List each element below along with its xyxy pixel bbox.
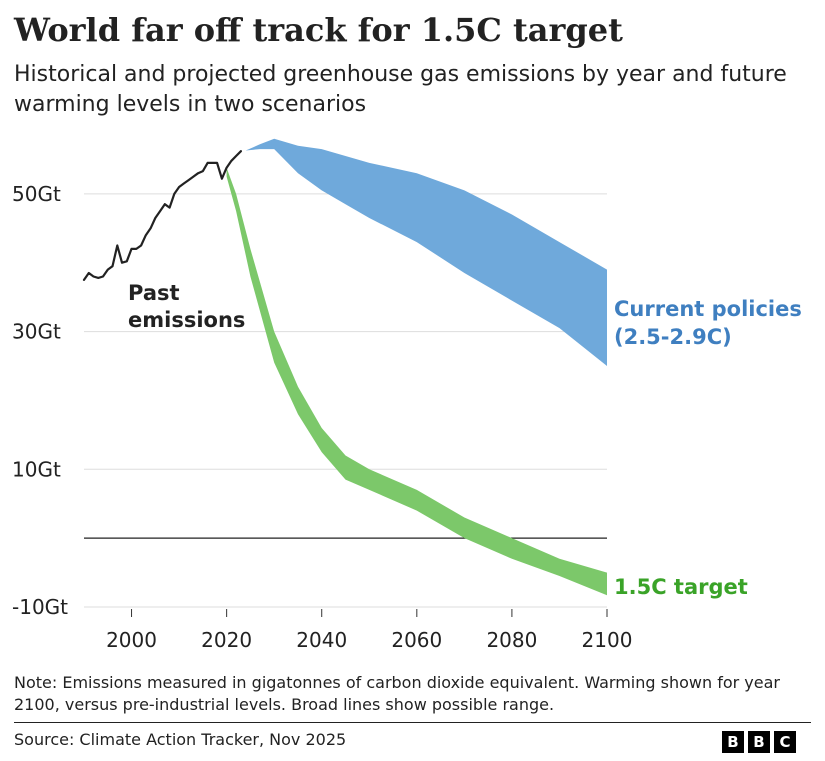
y-axis-labels: 50Gt 30Gt 10Gt -10Gt [12, 182, 68, 619]
current-policies-label: Current policies [614, 297, 802, 321]
gridlines [84, 193, 607, 608]
x-tick-label: 2100 [582, 628, 633, 652]
y-tick-label: -10Gt [12, 595, 68, 619]
past-emissions-layer [82, 150, 242, 281]
series-labels: Past emissions Current policies (2.5-2.9C) 1… [128, 281, 802, 599]
x-tick-label: 2020 [201, 628, 252, 652]
current-policies-label: (2.5-2.9C) [614, 325, 732, 349]
target-band [226, 167, 607, 596]
current-policies-band [245, 138, 607, 366]
x-tick-label: 2000 [106, 628, 157, 652]
bbc-logo-block: B [748, 731, 770, 753]
x-tick-label: 2080 [486, 628, 537, 652]
x-tick-label: 2040 [296, 628, 347, 652]
footnote: Note: Emissions measured in gigatonnes o… [14, 673, 780, 714]
past-emissions-label: Past [128, 281, 180, 305]
x-tick-label: 2060 [391, 628, 442, 652]
source-credit: Source: Climate Action Tracker, Nov 2025 [14, 730, 347, 749]
bbc-logo: B B C [722, 731, 796, 753]
past-emissions-label: emissions [128, 308, 245, 332]
target-label: 1.5C target [614, 575, 748, 599]
footer-divider [14, 722, 811, 723]
chart-subtitle: Historical and projected greenhouse gas … [14, 62, 787, 117]
bbc-logo-block: C [774, 731, 796, 753]
range-bands [226, 138, 607, 596]
x-axis: 2000 2020 2040 2060 2080 2100 [106, 609, 632, 652]
emissions-chart: 50Gt 30Gt 10Gt -10Gt 2000 2020 2040 2060 2080 21… [12, 138, 802, 652]
past-emissions-line [82, 150, 242, 281]
y-tick-label: 30Gt [12, 320, 61, 344]
y-tick-label: 10Gt [12, 457, 61, 481]
bbc-logo-block: B [722, 731, 744, 753]
chart-title: World far off track for 1.5C target [14, 11, 623, 49]
y-tick-label: 50Gt [12, 182, 61, 206]
